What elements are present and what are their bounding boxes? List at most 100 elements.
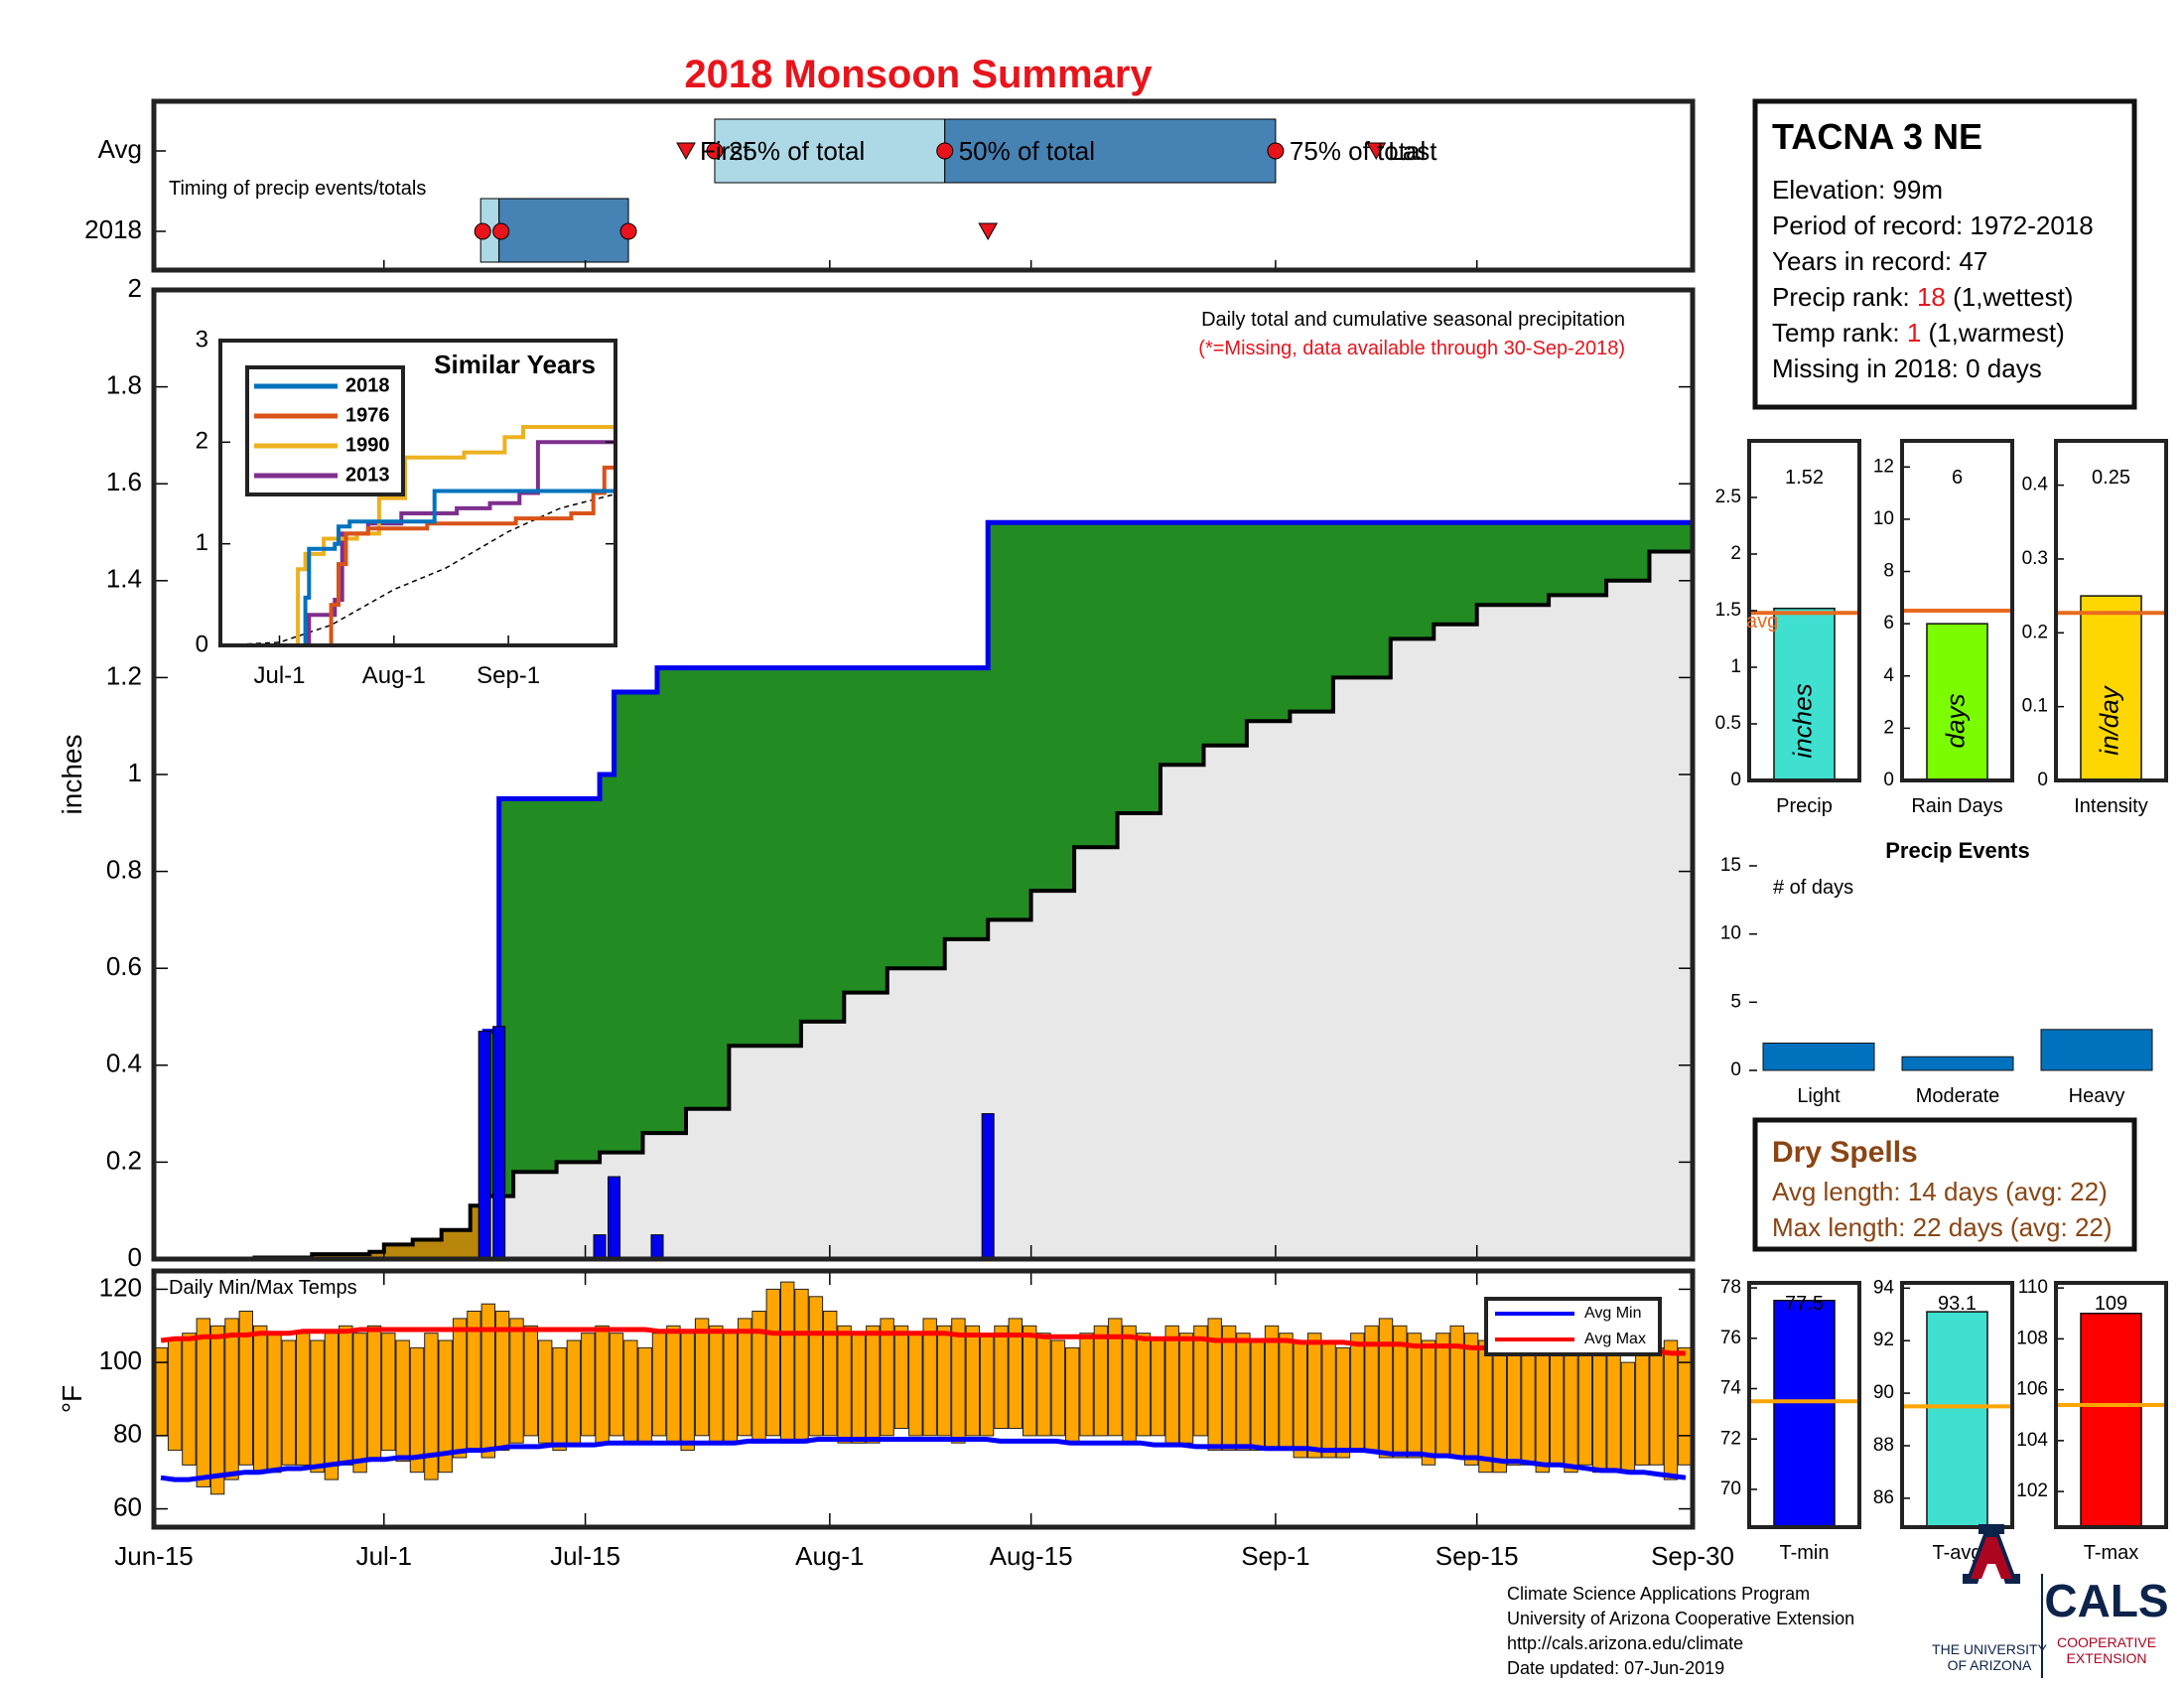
temp-range-bar: [310, 1339, 325, 1474]
2018-q50-q75-bar: [498, 198, 629, 263]
small-panel-ytick-label: 0: [1883, 770, 1894, 790]
timing-row-avg: Avg: [98, 134, 142, 164]
temp-range-bar: [723, 1333, 738, 1444]
temp-range-bar: [609, 1333, 624, 1437]
temp-range-bar: [765, 1288, 780, 1437]
temp-range-bar: [1279, 1333, 1294, 1452]
2018-last-marker: [978, 222, 999, 241]
small-panel-ytick-label: 8: [1883, 561, 1894, 582]
temp-range-bar: [452, 1318, 468, 1459]
inset-series-1976: [220, 465, 615, 647]
small-panel-border: [1747, 439, 1861, 782]
inset-legend-label-1976: 1976: [345, 404, 390, 426]
inset-ytick-label: 3: [196, 326, 208, 352]
dry-spells-max: Max length: 22 days (avg: 22): [1772, 1212, 2113, 1242]
small-panel-ytick-label: 102: [2016, 1480, 2048, 1501]
precip-note-2: (*=Missing, data available through 30-Se…: [1198, 338, 1625, 359]
temp-range-bar: [1620, 1361, 1636, 1474]
temp-range-bar: [1093, 1325, 1109, 1437]
cals-line-2: EXTENSION: [2067, 1650, 2147, 1666]
temps-xtick-label: Sep-15: [1435, 1541, 1519, 1571]
small-bar-t-avg: [1926, 1311, 1988, 1528]
precip-border: [151, 287, 1696, 1262]
temp-range-bar: [866, 1325, 881, 1444]
small-panel-value-label: 77.5: [1785, 1293, 1824, 1315]
block-a-logo-inner-icon: [1971, 1537, 2012, 1579]
temp-range-bar: [1193, 1325, 1208, 1437]
small-bar-rain-days: [1926, 623, 1988, 781]
event-bar-light: [1762, 1043, 1875, 1071]
temps-legend-box: [1484, 1297, 1662, 1356]
temp-range-bar: [1236, 1333, 1251, 1452]
small-panel-ytick-label: 78: [1720, 1277, 1741, 1298]
small-panel-xlabel: Intensity: [2074, 795, 2147, 817]
temp-range-bar: [1421, 1339, 1436, 1466]
temp-range-bar: [951, 1318, 966, 1444]
inset-series-2018: [220, 489, 615, 647]
small-panel-unit-label: in/day: [2094, 684, 2123, 755]
temp-range-bar: [837, 1325, 852, 1444]
temp-range-bar: [908, 1333, 923, 1437]
small-panel-xlabel: Rain Days: [1911, 795, 2002, 817]
inset-ytick-label: 0: [196, 631, 208, 657]
footer-credits: Climate Science Applications Program Uni…: [1507, 1584, 1854, 1678]
temp-range-bar: [1307, 1333, 1322, 1459]
temp-range-bar: [1678, 1346, 1693, 1466]
small-panel-ytick-label: 6: [1883, 613, 1894, 633]
inset-xtick-label: Jul-1: [253, 662, 305, 689]
temp-range-bar: [1321, 1339, 1336, 1459]
temp-range-bar: [523, 1325, 538, 1437]
small-panel-ytick-label: 1.5: [1715, 600, 1741, 621]
temp-range-bar: [680, 1333, 695, 1452]
inset-legend: 2018 1976 1990 2013: [245, 365, 405, 496]
daily-precip-bar: [593, 1234, 607, 1260]
station-precip-rank: Precip rank: 18 (1,wettest): [1772, 282, 2073, 312]
events-ylabel: # of days: [1773, 877, 1853, 899]
station-missing: Missing in 2018: 0 days: [1772, 353, 2042, 383]
q75-label: 75% of total: [1290, 136, 1426, 166]
ua-line-1: THE UNIVERSITY: [1932, 1641, 2048, 1657]
event-category-label: Moderate: [1916, 1085, 2000, 1107]
temp-range-bar: [737, 1318, 752, 1437]
temp-range-bar: [296, 1333, 311, 1466]
temp-range-bar: [1164, 1325, 1179, 1444]
temps-ylabel: °F: [57, 1385, 87, 1413]
temps-xtick-label: Aug-1: [795, 1541, 864, 1571]
temp-range-bar: [994, 1325, 1009, 1430]
similar-years-inset: 0 1 2 3 Jul-1 Aug-1 Sep-1 Similar Years 2018 1976…: [196, 326, 617, 689]
temp-range-bar: [1207, 1318, 1222, 1452]
temp-range-bar: [566, 1339, 582, 1448]
figure-title: 2018 Monsoon Summary: [684, 53, 1153, 96]
cals-logo: CALS COOPERATIVE EXTENSION: [2044, 1575, 2168, 1666]
avg-cumulative-line: [154, 536, 1695, 1261]
daily-precip-bar: [478, 1031, 491, 1260]
temp-range-bar: [209, 1325, 225, 1495]
small-panel-unit-label: inches: [1787, 683, 1817, 758]
temp-range-bar: [637, 1346, 652, 1444]
small-panel-value-label: 0.25: [2092, 467, 2130, 489]
temp-range-bar: [167, 1339, 183, 1452]
temp-range-bar: [936, 1325, 952, 1437]
temp-range-bar: [709, 1325, 724, 1444]
events-ytick-label: 5: [1730, 991, 1741, 1012]
2018-q25-marker: [492, 222, 510, 240]
temp-range-bar: [1122, 1325, 1137, 1444]
temp-range-bar: [823, 1311, 838, 1437]
events-ytick-label: 15: [1720, 855, 1741, 876]
daily-precip-bar: [492, 1026, 506, 1260]
temp-range-bar: [381, 1333, 396, 1452]
dry-spells-title: Dry Spells: [1772, 1136, 1918, 1169]
temps-xtick-label: Sep-30: [1651, 1541, 1734, 1571]
small-panel-ytick-label: 76: [1720, 1328, 1741, 1348]
timing-row-2018: 2018: [84, 214, 142, 244]
footer-line-4: Date updated: 07-Jun-2019: [1507, 1658, 1724, 1678]
precip-ytick-label: 1: [128, 758, 142, 787]
temp-range-bar: [1250, 1339, 1265, 1452]
small-panel-border: [2054, 1281, 2168, 1529]
avg-q50-q75-bar: [944, 118, 1277, 184]
temp-range-bar: [1407, 1333, 1422, 1459]
avg-q25-q50-bar: [714, 118, 946, 184]
dry-spells-box: Dry Spells Avg length: 14 days (avg: 22)…: [1752, 1117, 2137, 1252]
